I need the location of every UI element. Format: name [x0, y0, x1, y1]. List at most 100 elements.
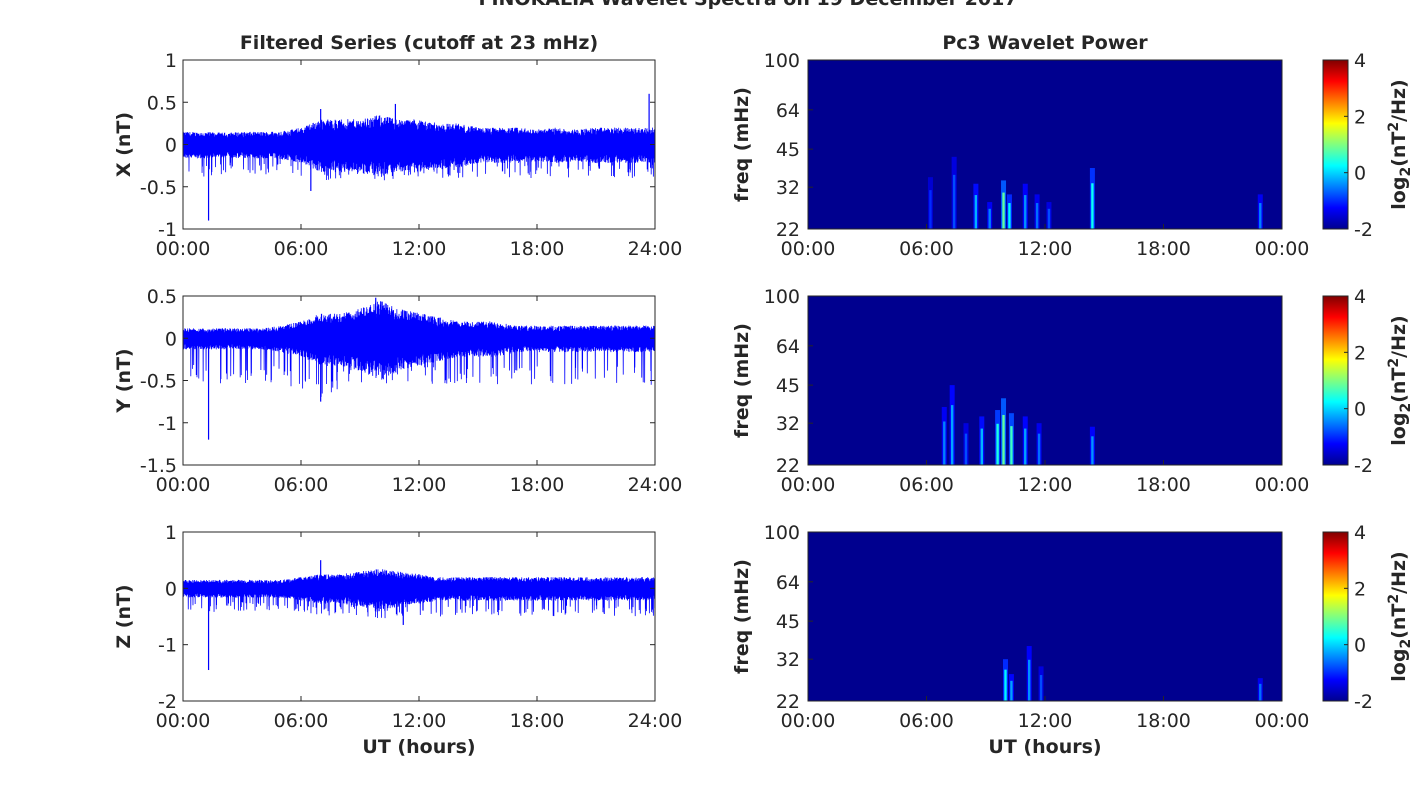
- y-tick-label: 32: [776, 413, 800, 435]
- x-tick-label: 18:00: [510, 710, 565, 732]
- x-axis-label: UT (hours): [988, 736, 1101, 758]
- y-tick-label: 22: [776, 691, 800, 713]
- x-tick-label: 18:00: [1136, 710, 1191, 732]
- y-tick-label: 0: [165, 328, 177, 350]
- y-tick-label: 100: [764, 286, 800, 308]
- y-tick-label: 45: [776, 611, 800, 633]
- y-tick-label: 45: [776, 139, 800, 161]
- y-axis-label: freq (mHz): [731, 559, 753, 674]
- x-tick-label: 00:00: [1255, 474, 1310, 496]
- series-line: [182, 115, 656, 181]
- power-burst: [1002, 414, 1005, 465]
- x-tick-label: 06:00: [899, 238, 954, 260]
- colorbar-tick-label: -2: [1354, 455, 1373, 477]
- heatmap-background: [808, 532, 1282, 701]
- colorbar-tick-label: 4: [1354, 286, 1366, 308]
- y-tick-label: -1.5: [140, 455, 177, 477]
- power-burst: [1024, 428, 1027, 465]
- colorbar-scale: [1322, 59, 1349, 230]
- colorbar-scale: [1322, 531, 1349, 702]
- colorbar-tick-label: -2: [1354, 219, 1373, 241]
- power-burst: [1091, 436, 1094, 465]
- colorbar: 4 2 0 -2 log2(nT2/Hz): [1322, 286, 1414, 477]
- colorbar: 4 2 0 -2 log2(nT2/Hz): [1322, 50, 1414, 241]
- y-tick-label: -1: [158, 635, 177, 657]
- y-axis-label: X (nT): [113, 112, 135, 177]
- x-tick-label: 12:00: [392, 710, 447, 732]
- y-tick-label: 0: [165, 135, 177, 157]
- colorbar-tick-label: 0: [1354, 399, 1366, 421]
- x-tick-label: 00:00: [781, 710, 836, 732]
- x-tick-label: 00:00: [156, 474, 211, 496]
- colorbar-scale: [1322, 295, 1349, 466]
- power-burst: [996, 423, 999, 465]
- x-tick-label: 18:00: [1136, 474, 1191, 496]
- y-tick-label: 45: [776, 375, 800, 397]
- z-series-panel: 1 0 -1 -200:00 06:00 12:00 18:00 24:00 Z (nT) UT …: [113, 522, 682, 758]
- y-series-panel: 0.5 0 -0.5 -1 -1.500:00 06:00 12:00 18:00 24:00 Y…: [113, 286, 682, 496]
- y-tick-label: -0.5: [140, 177, 177, 199]
- y-tick-label: 100: [764, 50, 800, 72]
- x-tick-label: 06:00: [274, 710, 329, 732]
- colorbar-tick-label: 4: [1354, 50, 1366, 72]
- series-line: [182, 301, 656, 397]
- colorbar-tick-label: -2: [1354, 691, 1373, 713]
- colorbar-tick-label: 2: [1354, 106, 1366, 128]
- x-tick-label: 12:00: [392, 474, 447, 496]
- y-tick-label: 32: [776, 177, 800, 199]
- y-tick-label: 64: [776, 336, 800, 358]
- x-tick-label: 24:00: [628, 238, 683, 260]
- heatmap-background: [808, 60, 1282, 229]
- power-burst: [1028, 659, 1031, 701]
- power-burst: [1259, 203, 1262, 229]
- y-tick-label: 64: [776, 572, 800, 594]
- power-burst: [1002, 192, 1005, 229]
- y-tick-label: 64: [776, 100, 800, 122]
- x-axis-label: UT (hours): [362, 736, 475, 758]
- colorbar-label: log2(nT2/Hz): [1386, 79, 1414, 209]
- power-burst: [1008, 203, 1011, 229]
- y-tick-label: 22: [776, 219, 800, 241]
- colorbar-tick-label: 2: [1354, 578, 1366, 600]
- figure-title: FINOKALIA Wavelet Spectra on 19 December…: [478, 0, 1017, 10]
- x-tick-label: 00:00: [1255, 238, 1310, 260]
- colorbar: 4 2 0 -2 log2(nT2/Hz): [1322, 522, 1414, 713]
- y-axis-label: Y (nT): [113, 348, 135, 413]
- y-axis-label: Z (nT): [113, 584, 135, 648]
- power-burst: [1259, 683, 1262, 701]
- power-burst: [1010, 426, 1013, 465]
- x-tick-label: 24:00: [628, 474, 683, 496]
- power-burst: [1047, 208, 1051, 229]
- y-axis-label: freq (mHz): [731, 87, 753, 202]
- x-tick-label: 00:00: [156, 710, 211, 732]
- power-burst: [988, 208, 991, 229]
- x-tick-label: 06:00: [899, 474, 954, 496]
- x-series-panel: 1 0.5 0 -0.5 -100:00 06:00 12:00 18:00 24:00 X (n…: [113, 32, 682, 260]
- power-burst: [952, 174, 956, 229]
- y-tick-label: 100: [764, 522, 800, 544]
- x-tick-label: 06:00: [899, 710, 954, 732]
- y-tick-label: 1: [165, 50, 177, 72]
- y-tick-label: -1: [158, 413, 177, 435]
- colorbar-label: log2(nT2/Hz): [1386, 315, 1414, 445]
- x-tick-label: 00:00: [781, 238, 836, 260]
- x-tick-label: 00:00: [781, 474, 836, 496]
- power-burst: [1035, 203, 1039, 229]
- y-tick-label: 1: [165, 522, 177, 544]
- y-axis-label: freq (mHz): [731, 323, 753, 438]
- y-tick-label: -1: [158, 219, 177, 241]
- colorbar-tick-label: 0: [1354, 635, 1366, 657]
- x-tick-label: 12:00: [1018, 710, 1073, 732]
- heatmap-background: [808, 296, 1282, 465]
- plot-area: [183, 532, 655, 701]
- x-tick-label: 18:00: [510, 238, 565, 260]
- colorbar-tick-label: 2: [1354, 342, 1366, 364]
- y-tick-label: 0.5: [147, 286, 177, 308]
- y-tick-label: 0.5: [147, 92, 177, 114]
- y-tick-label: -2: [158, 691, 177, 713]
- power-burst: [1004, 669, 1007, 701]
- power-burst: [1091, 183, 1094, 229]
- x-tick-label: 06:00: [274, 238, 329, 260]
- power-burst: [1024, 195, 1027, 229]
